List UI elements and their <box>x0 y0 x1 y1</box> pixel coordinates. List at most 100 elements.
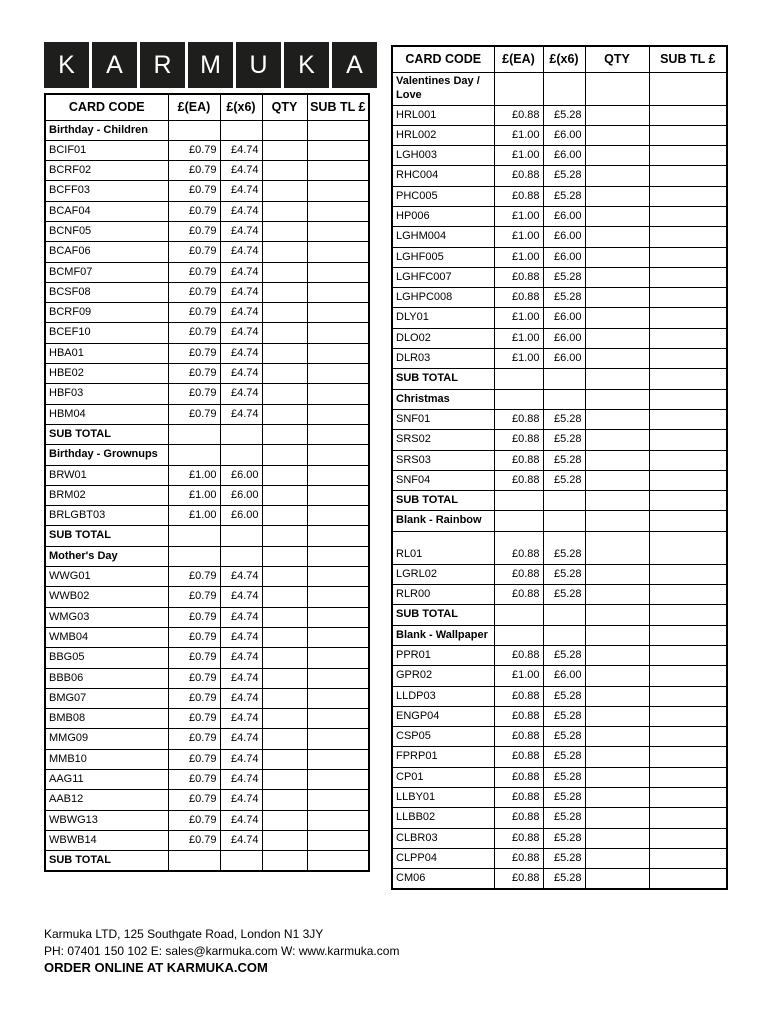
card-code-cell: AAG11 <box>44 768 169 791</box>
table-row: RLR00 £0.88 £5.28 <box>391 584 728 606</box>
subtotal-amount-cell <box>648 868 728 890</box>
price-x6-cell: £4.74 <box>219 626 263 649</box>
subtotal-amount-cell <box>648 807 728 829</box>
price-x6-cell: £5.28 <box>542 469 586 492</box>
table-row: HRL001 £0.88 £5.28 <box>391 104 728 126</box>
qty-cell <box>584 327 650 350</box>
subtotal-label-cell: SUB TOTAL <box>391 368 495 390</box>
card-code-cell: CP01 <box>391 766 495 789</box>
price-x6-cell: £5.28 <box>542 104 586 126</box>
table-row: AAG11 £0.79 £4.74 <box>44 768 370 791</box>
price-x6-cell: £4.74 <box>219 180 263 202</box>
price-x6-cell: £4.74 <box>219 687 263 710</box>
qty-cell <box>584 408 650 431</box>
subtotal-amount-cell <box>306 484 370 507</box>
subtotal-amount-cell <box>306 545 370 568</box>
price-x6-cell: £5.28 <box>542 847 586 870</box>
table-row: BMB08 £0.79 £4.74 <box>44 708 370 730</box>
qty-cell <box>261 505 308 527</box>
price-x6-cell: £6.00 <box>542 124 586 147</box>
card-code-cell: PHC005 <box>391 185 495 207</box>
section-label-cell: Birthday - Grownups <box>44 444 169 466</box>
table-row: BCRF09 £0.79 £4.74 <box>44 302 370 324</box>
price-each-cell <box>493 368 544 390</box>
qty-cell <box>261 444 308 466</box>
table-row: BCAF06 £0.79 £4.74 <box>44 241 370 263</box>
price-x6-cell <box>219 545 263 568</box>
subtotal-amount-cell <box>648 246 728 268</box>
price-each-cell: £0.88 <box>493 266 544 289</box>
price-x6-cell: £5.28 <box>542 165 586 187</box>
price-x6-cell: £5.28 <box>542 563 586 586</box>
subtotal-amount-cell <box>648 604 728 626</box>
subtotal-amount-cell <box>648 287 728 309</box>
card-code-cell: LGHM004 <box>391 226 495 248</box>
price-x6-cell: £6.00 <box>542 307 586 329</box>
qty-cell <box>584 449 650 471</box>
price-x6-cell: £4.74 <box>219 160 263 182</box>
price-x6-cell: £5.28 <box>542 429 586 451</box>
subtotal-amount-cell <box>648 665 728 687</box>
price-each-cell: £1.00 <box>493 145 544 167</box>
price-each-cell <box>167 444 221 466</box>
price-each-cell: £0.88 <box>493 469 544 492</box>
price-each-cell: £1.00 <box>493 307 544 329</box>
subtotal-amount-cell <box>306 687 370 710</box>
table-row: PPR01 £0.88 £5.28 <box>391 644 728 667</box>
table-row: LGHPC008 £0.88 £5.28 <box>391 287 728 309</box>
price-x6-cell <box>542 388 586 410</box>
qty-cell <box>261 383 308 405</box>
price-x6-cell <box>542 490 586 512</box>
qty-cell <box>584 665 650 687</box>
price-x6-cell <box>219 525 263 547</box>
qty-cell <box>261 728 308 750</box>
column-header: QTY <box>584 45 650 73</box>
subtotal-amount-cell <box>306 789 370 811</box>
subtotal-amount-cell <box>648 388 728 410</box>
price-x6-cell: £4.74 <box>219 241 263 263</box>
qty-cell <box>584 766 650 789</box>
table-row: HBM04 £0.79 £4.74 <box>44 403 370 425</box>
subtotal-amount-cell <box>648 726 728 748</box>
qty-cell <box>584 490 650 512</box>
price-x6-cell: £5.28 <box>542 266 586 289</box>
subtotal-amount-cell <box>648 165 728 187</box>
table-row: HBF03 £0.79 £4.74 <box>44 383 370 405</box>
card-code-cell: LGHF005 <box>391 246 495 268</box>
price-each-cell: £0.79 <box>167 160 221 182</box>
subtotal-amount-cell <box>306 423 370 446</box>
qty-cell <box>261 566 308 588</box>
footer-contact: PH: 07401 150 102 E: sales@karmuka.com W… <box>44 943 400 958</box>
section-label-cell: Blank - Wallpaper <box>391 624 495 646</box>
subtotal-amount-cell <box>648 226 728 248</box>
qty-cell <box>261 748 308 771</box>
qty-cell <box>261 241 308 263</box>
price-each-cell: £0.79 <box>167 180 221 202</box>
table-row: WWG01 £0.79 £4.74 <box>44 566 370 588</box>
table-row: PHC005 £0.88 £5.28 <box>391 185 728 207</box>
qty-cell <box>261 667 308 689</box>
footer: Karmuka LTD, 125 Southgate Road, London … <box>44 926 399 977</box>
subtotal-amount-cell <box>306 809 370 831</box>
price-x6-cell: £5.28 <box>542 766 586 789</box>
subtotal-amount-cell <box>648 327 728 350</box>
table-row: BCMF07 £0.79 £4.74 <box>44 261 370 283</box>
price-each-cell: £0.79 <box>167 708 221 730</box>
subtotal-row: SUB TOTAL <box>391 368 728 390</box>
subtotal-amount-cell <box>648 348 728 370</box>
price-each-cell: £1.00 <box>493 124 544 147</box>
table-row: BCRF02 £0.79 £4.74 <box>44 160 370 182</box>
price-each-cell <box>167 119 221 141</box>
card-code-cell: CLPP04 <box>391 847 495 870</box>
subtotal-label-cell: SUB TOTAL <box>44 525 169 547</box>
table-row: WWB02 £0.79 £4.74 <box>44 586 370 608</box>
table-row: DLR03 £1.00 £6.00 <box>391 348 728 370</box>
price-x6-cell: £5.28 <box>542 287 586 309</box>
qty-cell <box>261 119 308 141</box>
subtotal-amount-cell <box>648 408 728 431</box>
qty-cell <box>261 322 308 344</box>
card-code-cell: BCAF06 <box>44 241 169 263</box>
qty-cell <box>261 220 308 243</box>
subtotal-amount-cell <box>306 139 370 162</box>
footer-address: Karmuka LTD, 125 Southgate Road, London … <box>44 927 324 941</box>
